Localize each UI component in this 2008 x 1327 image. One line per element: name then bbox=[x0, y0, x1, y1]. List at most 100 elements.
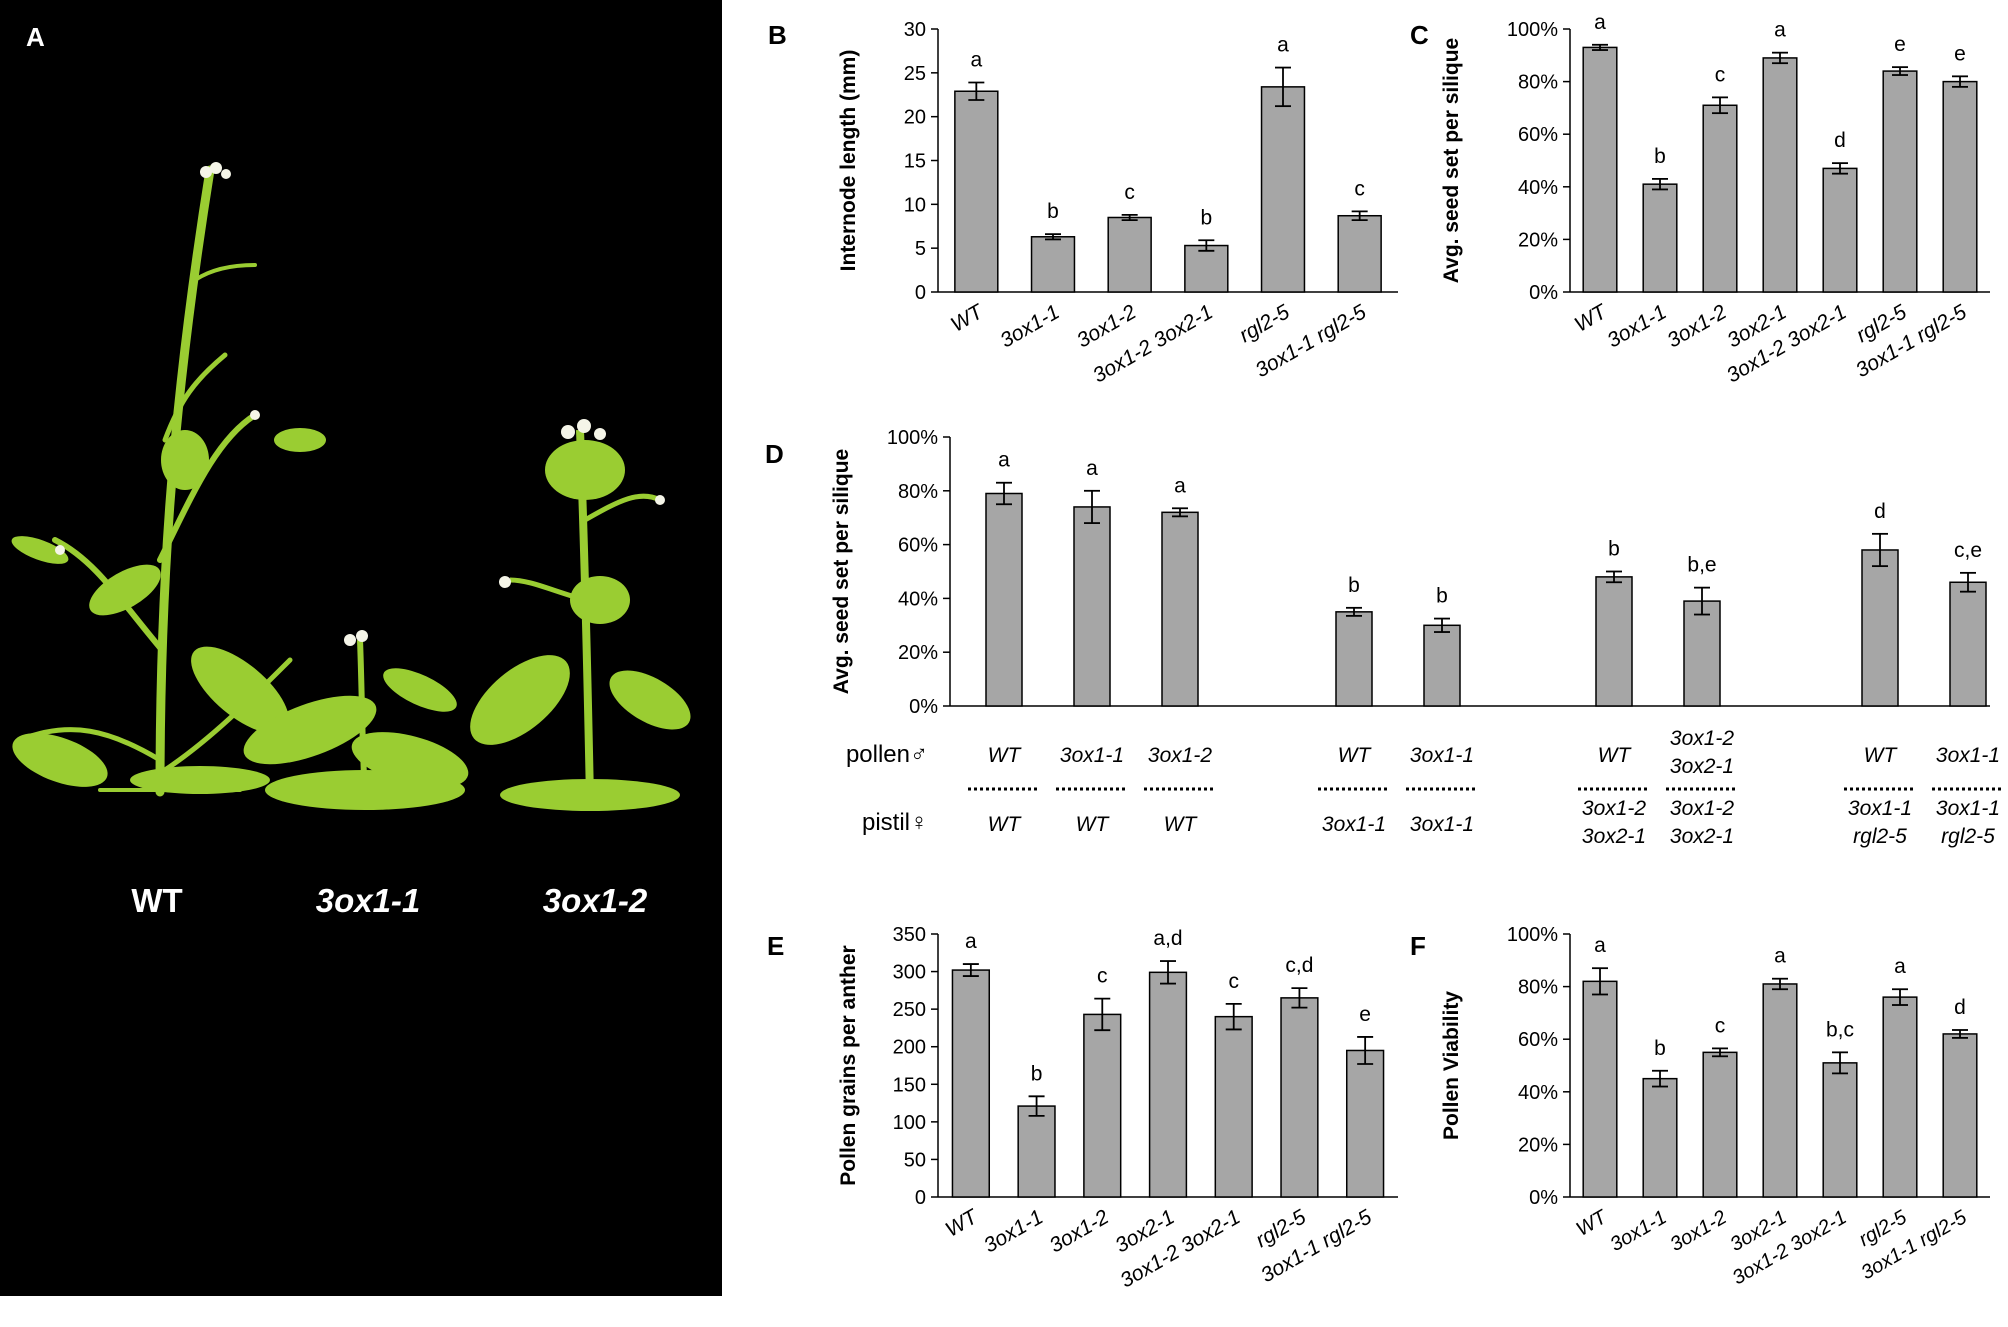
bar bbox=[1642, 183, 1678, 293]
chart-panel-b: 0 5 10 15 20 25 30 B Internode length (mm) a WT b 3o… bbox=[768, 19, 1398, 387]
pollen-label: 3ox1-1 bbox=[1410, 744, 1474, 767]
pistil-label: 3ox2-1 bbox=[1582, 825, 1646, 848]
y-tick-label: 50 bbox=[904, 1149, 926, 1171]
y-tick-label: 20% bbox=[1518, 1134, 1558, 1156]
significance-letter: c bbox=[1354, 177, 1365, 200]
significance-letter: b bbox=[1348, 574, 1360, 597]
pollen-label: 3ox1-1 bbox=[1936, 744, 2000, 767]
plant-wt-leaves bbox=[11, 428, 326, 794]
y-tick-label: 40% bbox=[1518, 177, 1558, 199]
significance-letter: b bbox=[1436, 585, 1448, 608]
y-tick-label: 0 bbox=[915, 1187, 926, 1209]
bar bbox=[954, 90, 999, 293]
pistil-label: WT bbox=[988, 813, 1023, 836]
pollen-label: 3ox2-1 bbox=[1670, 755, 1734, 778]
category-label: 3ox1-2 bbox=[1667, 1206, 1731, 1256]
significance-letter: b bbox=[1608, 538, 1620, 561]
y-tick-label: 10 bbox=[904, 194, 926, 216]
significance-letter: a bbox=[1174, 474, 1186, 497]
bar bbox=[1882, 996, 1918, 1198]
bar bbox=[1148, 971, 1188, 1198]
bar bbox=[1683, 600, 1721, 707]
significance-letter: c bbox=[1715, 63, 1726, 86]
significance-letter: a bbox=[1594, 11, 1606, 34]
y-tick-label: 100% bbox=[887, 427, 938, 449]
significance-letter: b,c bbox=[1826, 1018, 1854, 1041]
y-tick-label: 100% bbox=[1507, 19, 1558, 41]
chart-panel-e: 0 50 100 150 200 250 300 350 E Pollen grains per … bbox=[767, 924, 1398, 1292]
category-label: 3ox1-1 bbox=[980, 1205, 1047, 1257]
significance-letter: e bbox=[1954, 42, 1966, 65]
bar bbox=[1423, 624, 1461, 707]
bar bbox=[1861, 549, 1899, 707]
bar bbox=[1337, 214, 1382, 293]
bar bbox=[1073, 506, 1111, 707]
panel-letter: C bbox=[1410, 20, 1429, 50]
significance-letter: c bbox=[1715, 1014, 1726, 1037]
significance-letter: a bbox=[998, 449, 1010, 472]
significance-letter: a bbox=[1774, 19, 1786, 42]
pistil-label: 3ox1-2 bbox=[1670, 797, 1735, 820]
y-axis-label: Pollen Viability bbox=[1440, 991, 1463, 1140]
panel-letter-a: A bbox=[26, 22, 45, 52]
significance-letter: c,d bbox=[1285, 954, 1313, 977]
pistil-label: 3ox1-1 bbox=[1410, 813, 1474, 836]
y-tick-label: 25 bbox=[904, 63, 926, 85]
category-label: WT bbox=[1573, 1205, 1612, 1240]
significance-letter: a bbox=[1894, 955, 1906, 978]
y-tick-label: 80% bbox=[1518, 977, 1558, 999]
bar bbox=[1822, 167, 1858, 293]
photo-label-wt: WT bbox=[131, 882, 182, 919]
significance-letter: a,d bbox=[1153, 927, 1182, 950]
bar bbox=[1942, 1033, 1978, 1198]
significance-letter: c,e bbox=[1954, 539, 1982, 562]
bar bbox=[1942, 80, 1978, 293]
y-tick-label: 15 bbox=[904, 151, 926, 173]
pistil-label: 3ox2-1 bbox=[1670, 825, 1734, 848]
significance-letter: a bbox=[965, 930, 977, 953]
bar bbox=[1582, 980, 1618, 1198]
y-tick-label: 30 bbox=[904, 19, 926, 41]
category-label: 3ox1-1 rgl2-5 bbox=[1257, 1205, 1376, 1287]
pollen-label: 3ox1-2 bbox=[1148, 744, 1213, 767]
significance-letter: b bbox=[1654, 145, 1666, 168]
bar bbox=[1107, 216, 1152, 293]
y-tick-label: 80% bbox=[898, 481, 938, 503]
panel-a: A bbox=[0, 0, 722, 1296]
category-label: 3ox1-2 bbox=[1046, 1205, 1113, 1257]
significance-letter: a bbox=[970, 48, 982, 71]
y-tick-label: 0% bbox=[1529, 282, 1558, 304]
category-label: 3ox1-1 bbox=[1603, 300, 1670, 352]
pollen-label: WT bbox=[1598, 744, 1633, 767]
y-axis-label: Pollen grains per anther bbox=[837, 945, 860, 1185]
photo-label-3ox1-2: 3ox1-2 bbox=[543, 882, 648, 919]
y-tick-label: 200 bbox=[893, 1037, 926, 1059]
y-tick-label: 60% bbox=[1518, 1029, 1558, 1051]
significance-letter: c bbox=[1097, 965, 1108, 988]
bar bbox=[1030, 236, 1076, 293]
y-axis-label: Internode length (mm) bbox=[837, 50, 860, 272]
significance-letter: e bbox=[1894, 33, 1906, 56]
category-label: 3ox1-2 bbox=[1663, 300, 1730, 352]
bar bbox=[1762, 983, 1798, 1198]
bar bbox=[951, 969, 991, 1198]
significance-letter: e bbox=[1359, 1003, 1371, 1026]
pistil-label: rgl2-5 bbox=[1941, 825, 1995, 848]
y-tick-label: 300 bbox=[893, 962, 926, 984]
charts: 0 5 10 15 20 25 30 B Internode length (mm) a WT b 3o… bbox=[765, 11, 2004, 1292]
bar bbox=[1822, 1062, 1858, 1198]
significance-letter: b bbox=[1654, 1037, 1666, 1060]
y-tick-label: 40% bbox=[898, 588, 938, 610]
y-tick-label: 20% bbox=[898, 642, 938, 664]
bar bbox=[1017, 1105, 1056, 1198]
pistil-label: 3ox1-1 bbox=[1322, 813, 1386, 836]
panel-letter: F bbox=[1410, 931, 1426, 961]
bar bbox=[1280, 997, 1319, 1198]
bar bbox=[985, 492, 1023, 707]
photo-label-3ox1-1: 3ox1-1 bbox=[316, 882, 421, 919]
pistil-label: WT bbox=[1076, 813, 1111, 836]
significance-letter: d bbox=[1834, 129, 1846, 152]
category-label: rgl2-5 bbox=[1235, 300, 1293, 347]
plant-3ox1-2 bbox=[470, 419, 691, 811]
